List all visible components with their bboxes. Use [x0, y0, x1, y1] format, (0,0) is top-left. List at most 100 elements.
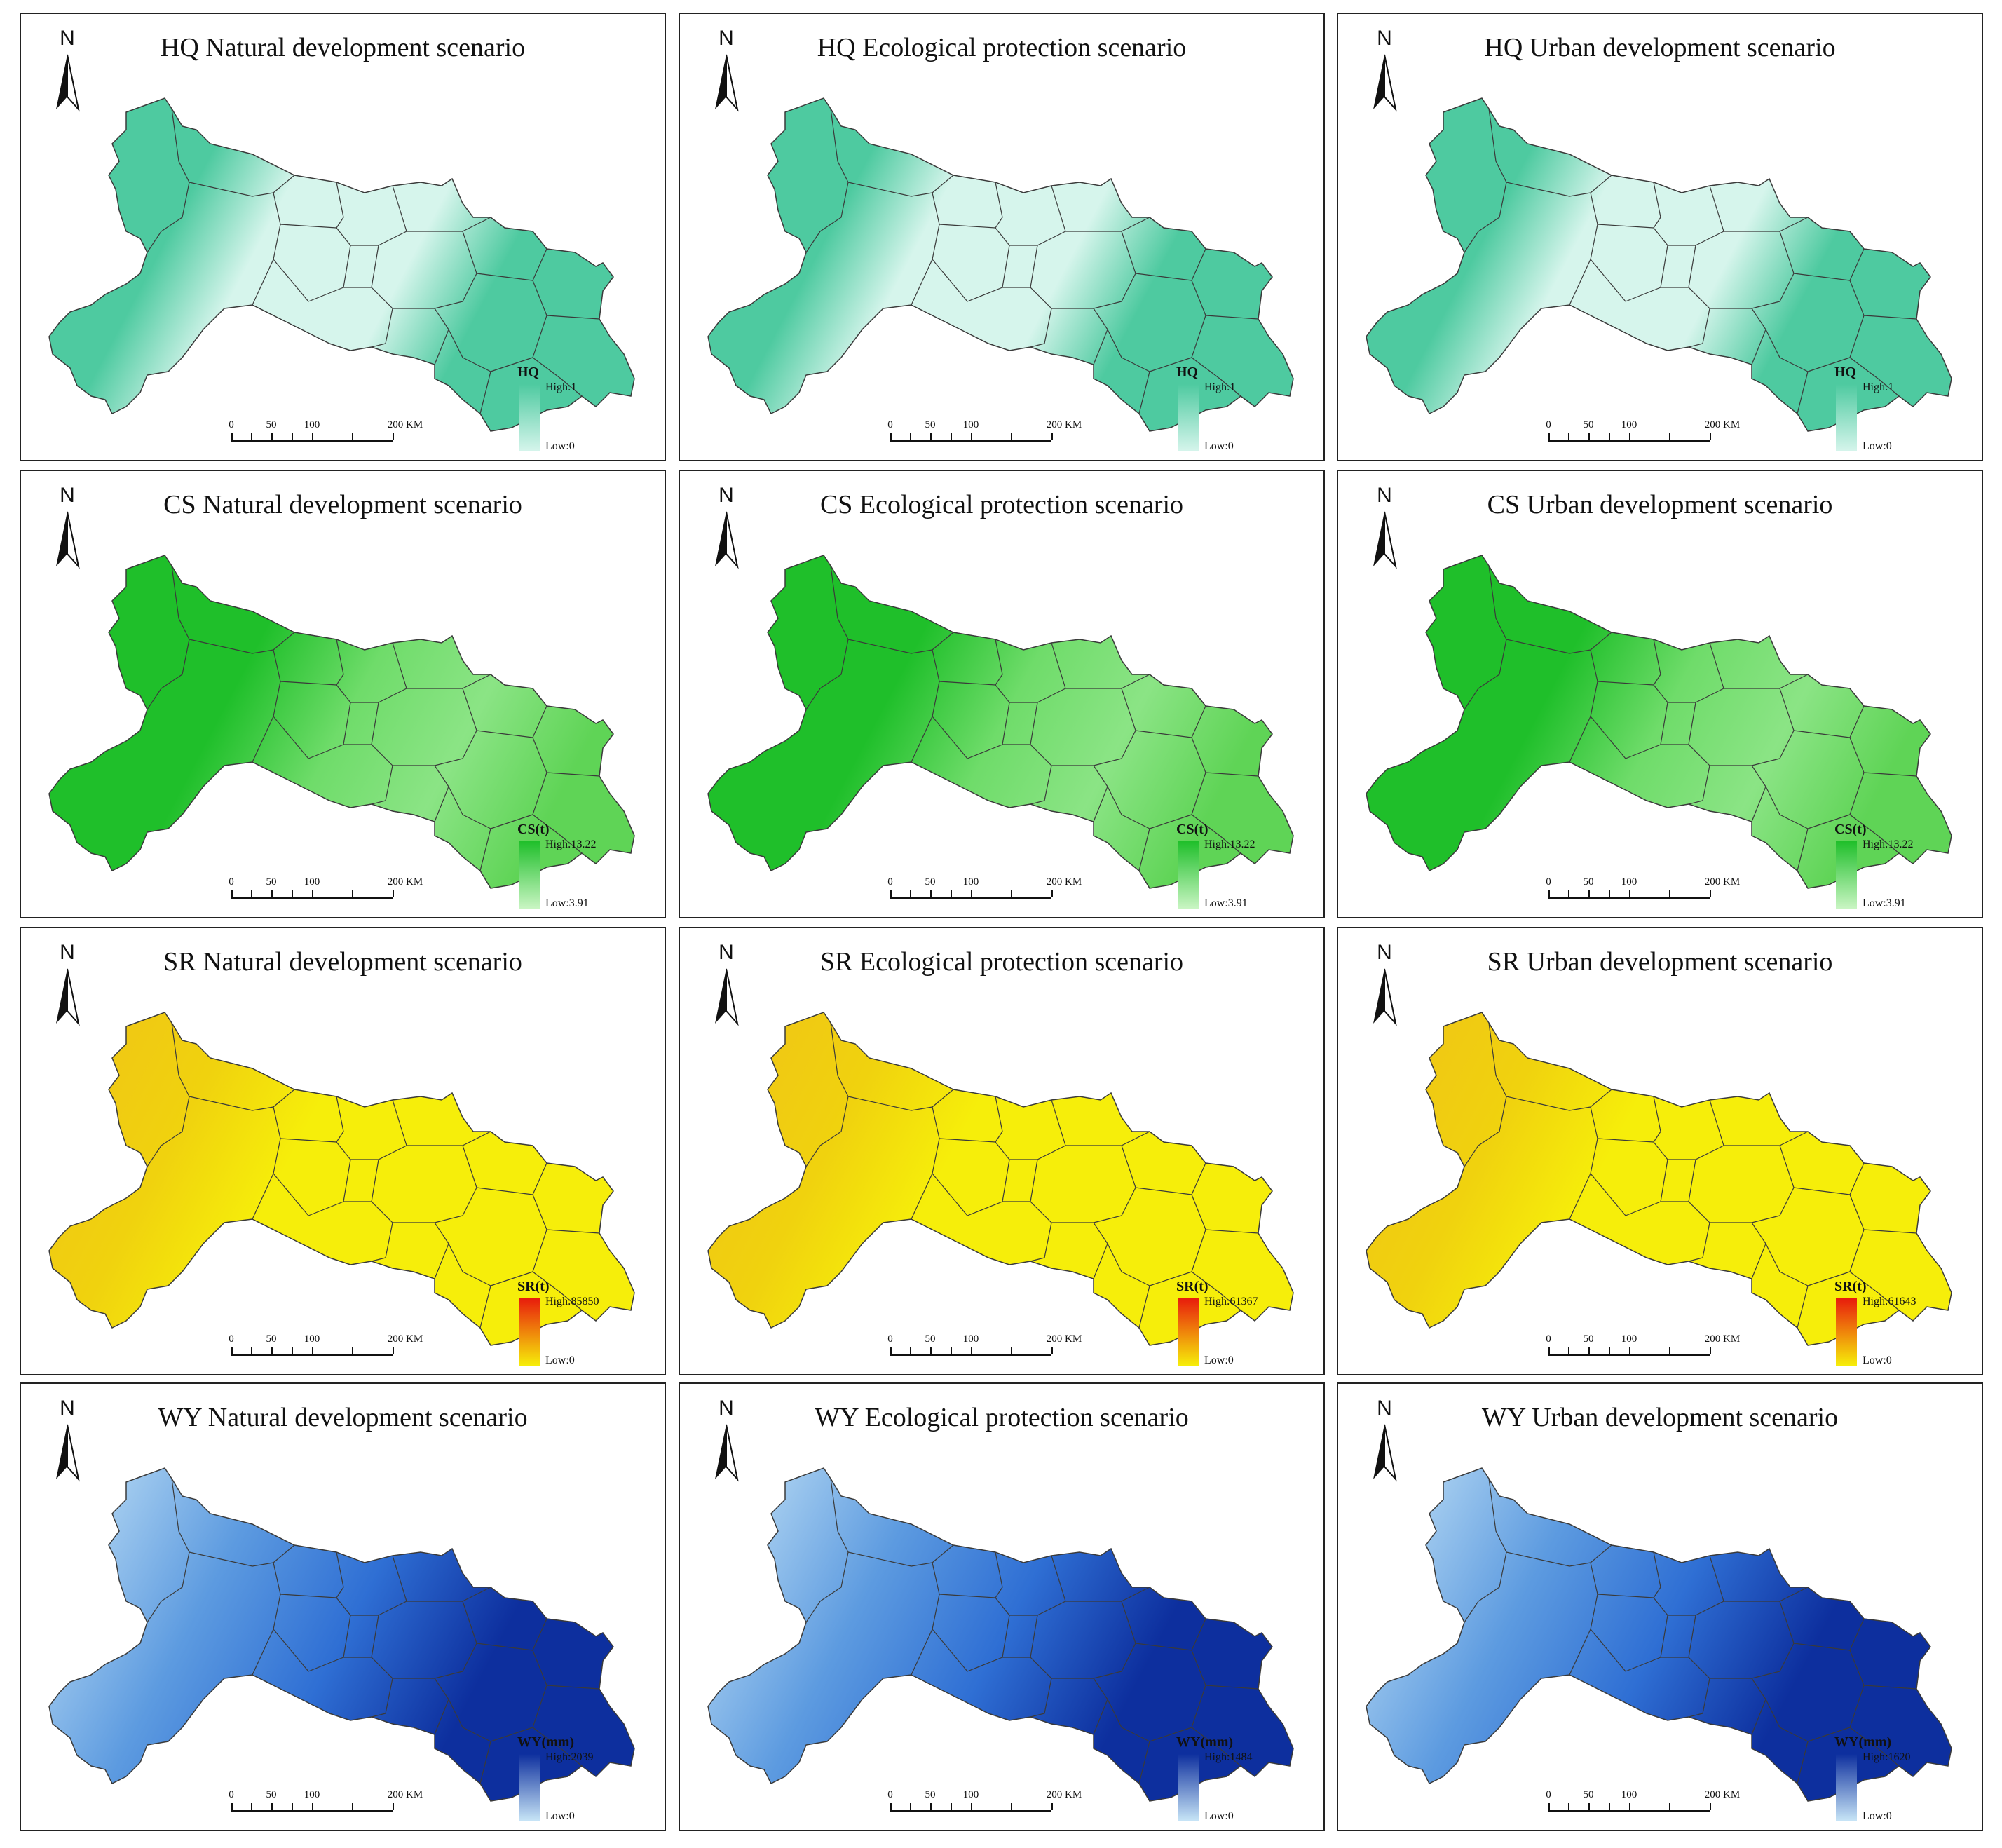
- scale-label: 100: [1621, 876, 1637, 888]
- scale-label: 50: [1583, 1333, 1594, 1345]
- scale-line: [890, 440, 1051, 442]
- panel-title: HQ Urban development scenario: [1484, 33, 1836, 62]
- legend-high-label: High:1: [545, 381, 577, 393]
- district-boundary: [479, 1741, 491, 1784]
- legend-high-label: High:2039: [545, 1751, 594, 1763]
- sr-map-panel: SR Urban development scenario N SR(t) High:…: [1337, 927, 1983, 1375]
- scale-label: 100: [1621, 419, 1637, 430]
- district-boundary: [805, 108, 849, 253]
- district-boundary: [1030, 765, 1052, 805]
- scale-tick: [1011, 890, 1012, 897]
- panel-title: HQ Ecological protection scenario: [817, 33, 1187, 62]
- scale-label: 0: [887, 419, 893, 430]
- scale-tick: [1568, 890, 1569, 897]
- district-boundary: [1590, 1159, 1668, 1216]
- legend-color-ramp: [1178, 1298, 1199, 1366]
- district-boundary: [371, 702, 435, 766]
- district-boundary: [1009, 1555, 1066, 1616]
- scale-label: 200 KM: [1046, 1789, 1082, 1800]
- scale-tick: [271, 1803, 273, 1810]
- district-boundary: [189, 1089, 295, 1111]
- district-boundary: [1668, 1555, 1724, 1616]
- color-legend: CS(t) High:13.22 Low:3.91: [1834, 822, 1954, 913]
- district-boundary: [932, 1615, 1010, 1672]
- scale-label: 50: [925, 1789, 936, 1800]
- district-boundary: [995, 1096, 1003, 1143]
- scale-label: 0: [1546, 419, 1551, 430]
- legend-low-label: Low:3.91: [545, 897, 589, 909]
- wy-map-panel: WY Natural development scenario N WY(mm) Hi…: [20, 1382, 666, 1831]
- scale-label: 0: [229, 419, 234, 430]
- north-label: N: [60, 484, 75, 507]
- north-arrow-icon: N: [1363, 1397, 1405, 1488]
- legend-color-ramp: [519, 1754, 540, 1821]
- scale-tick: [1568, 433, 1569, 440]
- scale-tick: [251, 1347, 252, 1354]
- hq-map-panel: HQ Ecological protection scenario N HQ High…: [679, 13, 1325, 461]
- scale-tick: [1669, 433, 1670, 440]
- district-boundary: [1009, 185, 1066, 246]
- scale-label: 0: [887, 1789, 893, 1800]
- color-legend: WY(mm) High:2039 Low:0: [517, 1734, 636, 1826]
- legend-high-label: High:85850: [545, 1296, 599, 1307]
- north-arrow-icon: N: [46, 941, 88, 1032]
- legend-high-label: High:13.22: [1863, 838, 1914, 850]
- district-boundary: [147, 1478, 190, 1623]
- scale-bar: 0 50 100 200 KM: [1546, 419, 1740, 461]
- scale-tick: [930, 1803, 932, 1810]
- scale-tick: [951, 890, 952, 897]
- province-shape: [48, 1012, 635, 1346]
- district-boundary: [847, 1544, 954, 1567]
- panel-title: HQ Natural development scenario: [160, 33, 526, 62]
- district-boundary: [252, 649, 281, 763]
- scale-label: 50: [925, 876, 936, 888]
- scale-label: 50: [925, 419, 936, 430]
- scale-tick: [251, 890, 252, 897]
- district-boundary: [1668, 185, 1724, 246]
- province-shape: [707, 1467, 1294, 1802]
- legend-color-ramp: [1836, 384, 1857, 451]
- scale-tick: [890, 1803, 892, 1810]
- north-arrow-icon: N: [705, 27, 747, 118]
- district-boundary: [1009, 642, 1066, 703]
- scale-tick: [1710, 433, 1711, 440]
- scale-tick: [312, 1347, 313, 1354]
- region-map: [42, 991, 659, 1356]
- scale-tick: [910, 433, 911, 440]
- district-boundary: [252, 192, 281, 306]
- north-label: N: [1377, 27, 1392, 50]
- scale-label: 0: [229, 1333, 234, 1345]
- scale-tick: [1548, 433, 1550, 440]
- region-map: [42, 534, 659, 899]
- scale-label: 0: [229, 876, 234, 888]
- wy-map-panel: WY Urban development scenario N WY(mm) High…: [1337, 1382, 1983, 1831]
- scale-label: 0: [887, 876, 893, 888]
- district-boundary: [1751, 688, 1795, 766]
- legend-title: SR(t): [1176, 1279, 1208, 1294]
- scale-tick: [271, 1347, 273, 1354]
- district-boundary: [350, 185, 407, 246]
- district-boundary: [1030, 1615, 1094, 1679]
- district-boundary: [1030, 308, 1052, 348]
- province-shape: [707, 1012, 1294, 1346]
- district-boundary: [1688, 1678, 1710, 1718]
- scale-tick: [1669, 1803, 1670, 1810]
- legend-color-ramp: [519, 384, 540, 451]
- scale-line: [231, 440, 393, 442]
- cs-map-panel: CS Natural development scenario N CS(t) Hig…: [20, 470, 666, 918]
- district-boundary: [932, 1159, 1010, 1216]
- color-legend: WY(mm) High:1484 Low:0: [1176, 1734, 1295, 1826]
- district-boundary: [189, 632, 295, 654]
- scale-label: 100: [304, 419, 320, 430]
- scale-line: [890, 1810, 1051, 1812]
- scale-tick: [1568, 1347, 1569, 1354]
- district-boundary: [1569, 1562, 1598, 1676]
- scale-tick: [910, 890, 911, 897]
- district-boundary: [1688, 308, 1710, 348]
- scale-tick: [1011, 1803, 1012, 1810]
- district-boundary: [1191, 357, 1241, 397]
- region-map: [1359, 991, 1976, 1356]
- scale-bar: 0 50 100 200 KM: [887, 1789, 1082, 1831]
- district-boundary: [1797, 1285, 1809, 1329]
